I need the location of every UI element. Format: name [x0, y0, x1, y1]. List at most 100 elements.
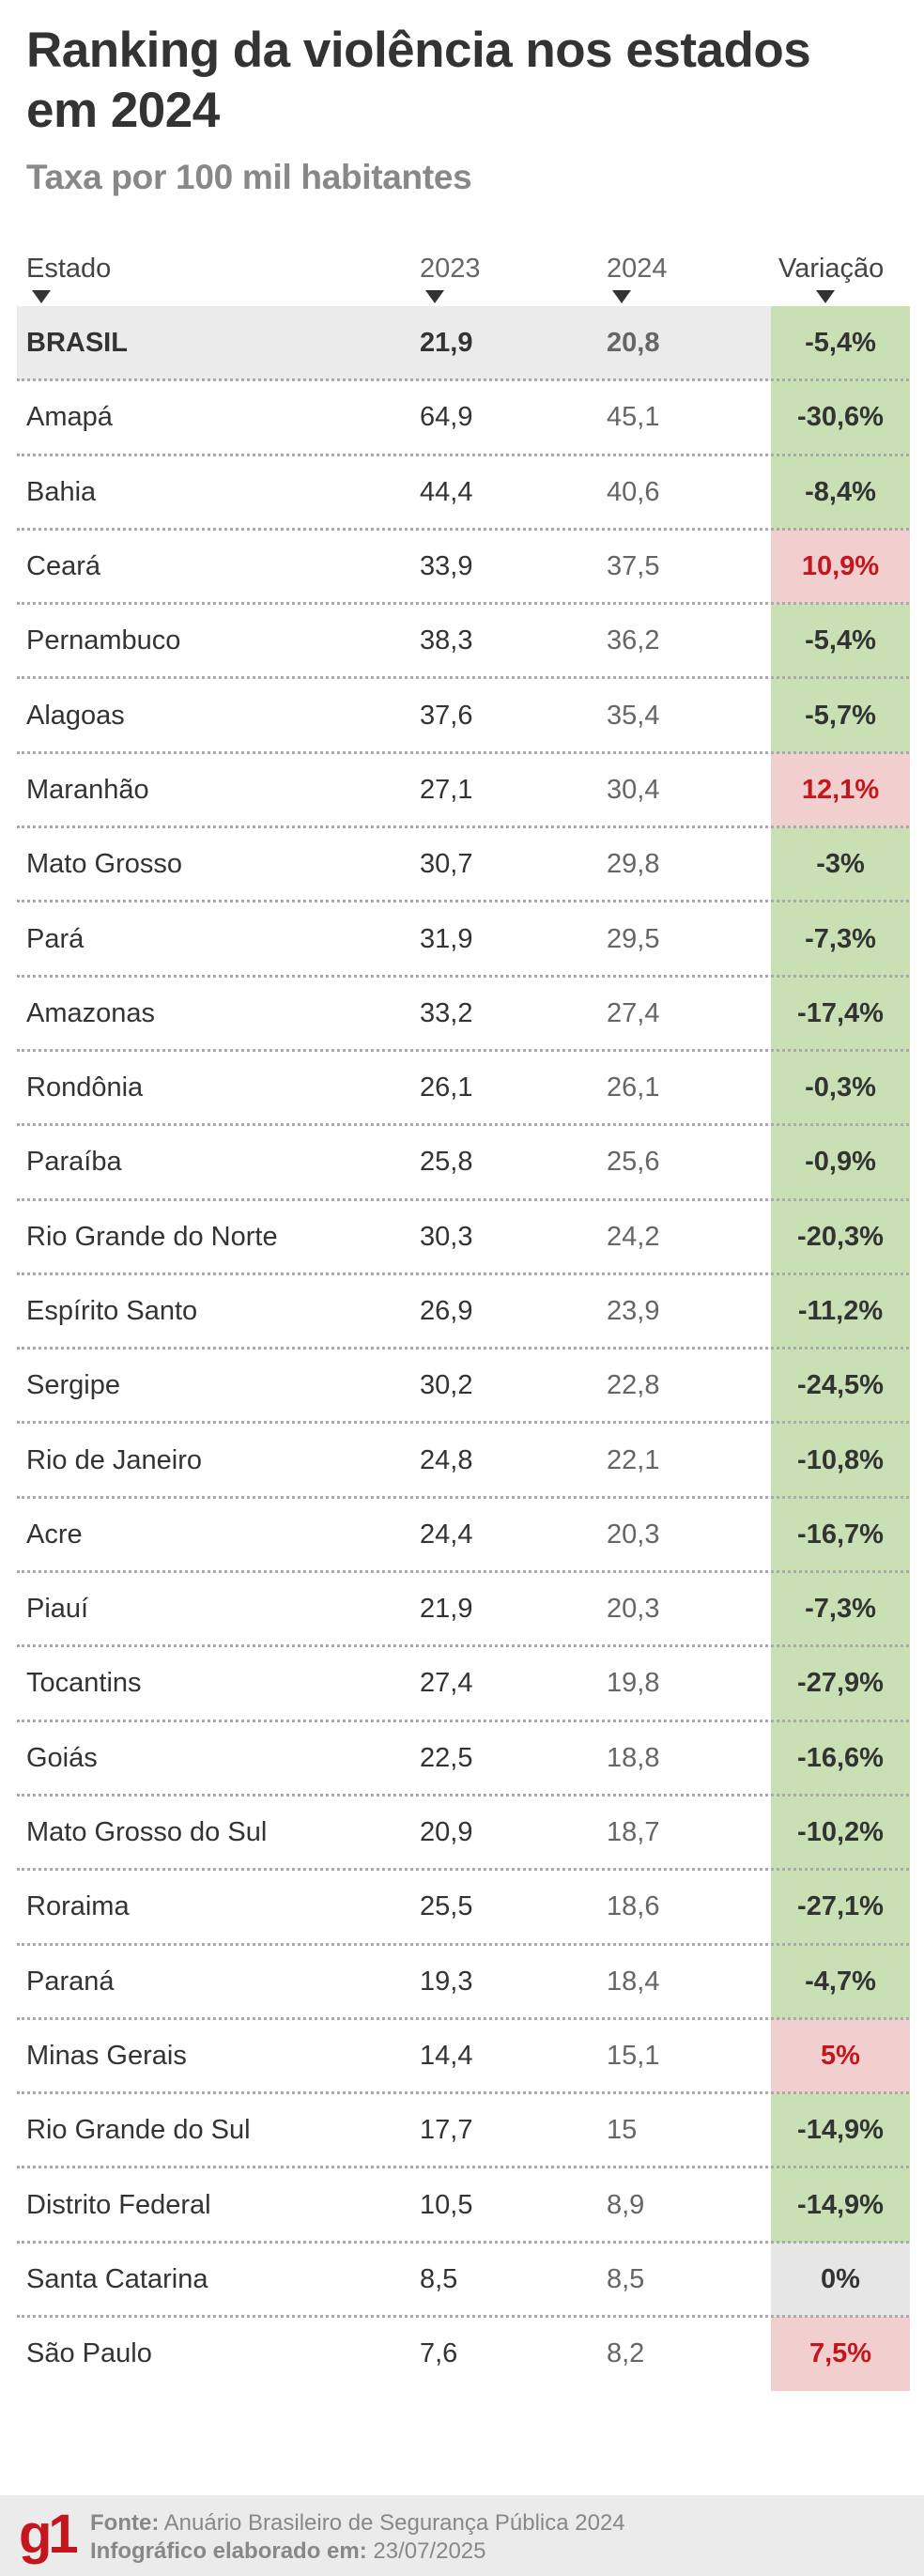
table-row: Mato Grosso do Sul 20,9 18,7 -10,2% — [17, 1795, 910, 1872]
state-name: Mato Grosso — [26, 849, 182, 880]
variation-badge: -30,6% — [771, 380, 910, 455]
rate-2024: 8,2 — [607, 2338, 645, 2369]
table-row: Rio de Janeiro 24,8 22,1 -10,8% — [17, 1423, 910, 1499]
table-row: Amazonas 33,2 27,4 -17,4% — [17, 976, 910, 1052]
state-name: Pernambuco — [26, 625, 181, 656]
rate-2023: 24,4 — [420, 1519, 473, 1550]
row-divider — [17, 1123, 909, 1127]
column-header-variacao[interactable]: Variação — [778, 254, 884, 303]
row-divider — [17, 1272, 909, 1275]
table-row: Rio Grande do Sul 17,7 15 -14,9% — [17, 2093, 910, 2169]
rate-2023: 26,1 — [420, 1072, 473, 1103]
state-name: Minas Gerais — [26, 2040, 187, 2071]
variation-badge: 7,5% — [771, 2317, 910, 2392]
g1-logo: g1 — [19, 2504, 79, 2565]
rate-2024: 26,1 — [607, 1072, 660, 1103]
rate-2023: 22,5 — [420, 1742, 473, 1773]
row-divider — [17, 974, 909, 978]
row-divider — [17, 1495, 909, 1499]
table-row: Paraná 19,3 18,4 -4,7% — [17, 1944, 910, 2020]
variation-badge: 5% — [771, 2018, 910, 2094]
sort-arrow-icon — [425, 290, 444, 303]
sort-arrow-icon — [612, 290, 631, 303]
footer: g1 Fonte: Anuário Brasileiro de Seguranç… — [0, 2495, 924, 2576]
rate-2023: 7,6 — [420, 2338, 458, 2369]
row-divider — [17, 453, 909, 456]
variation-badge: 0% — [771, 2242, 910, 2318]
sort-arrow-icon — [816, 290, 835, 303]
rate-2023: 25,8 — [420, 1147, 473, 1178]
rate-2024: 25,6 — [607, 1147, 660, 1178]
page-subtitle: Taxa por 100 mil habitantes — [26, 158, 472, 196]
variation-badge: -5,7% — [771, 678, 910, 753]
rate-2023: 19,3 — [420, 1966, 473, 1997]
rate-2024: 29,5 — [607, 923, 660, 954]
table-row: Minas Gerais 14,4 15,1 5% — [17, 2018, 910, 2095]
table-row: Bahia 44,4 40,6 -8,4% — [17, 455, 910, 531]
table-row: Tocantins 27,4 19,8 -27,9% — [17, 1646, 910, 1722]
column-header-2023[interactable]: 2023 — [420, 254, 481, 303]
row-divider — [17, 1644, 909, 1648]
date-label: Infográfico elaborado em: — [90, 2538, 367, 2564]
rate-2024: 22,1 — [607, 1444, 660, 1475]
row-divider — [17, 1719, 909, 1722]
row-divider — [17, 1197, 909, 1201]
rate-2024: 24,2 — [607, 1221, 660, 1252]
state-name: Alagoas — [26, 700, 125, 731]
variation-badge: -16,7% — [771, 1497, 910, 1573]
state-name: Acre — [26, 1519, 83, 1550]
table-row: Sergipe 30,2 22,8 -24,5% — [17, 1349, 910, 1425]
rate-2024: 20,3 — [607, 1594, 660, 1625]
rate-2024: 20,3 — [607, 1519, 660, 1550]
column-header-estado[interactable]: Estado — [26, 254, 111, 303]
variation-badge: -10,2% — [771, 1795, 910, 1871]
rate-2023: 30,2 — [420, 1370, 473, 1401]
column-header-2024[interactable]: 2024 — [607, 254, 668, 303]
variation-badge: -0,3% — [771, 1050, 910, 1126]
row-divider — [17, 2315, 909, 2319]
rate-2024: 18,4 — [607, 1966, 660, 1997]
rate-2023: 31,9 — [420, 923, 473, 954]
rate-2023: 20,9 — [420, 1817, 473, 1848]
table-row: Acre 24,4 20,3 -16,7% — [17, 1497, 910, 1574]
column-header-label: Estado — [26, 254, 112, 284]
rate-2023: 21,9 — [420, 328, 473, 359]
variation-badge: -7,3% — [771, 1572, 910, 1647]
state-name: Amapá — [26, 402, 113, 433]
variation-badge: -8,4% — [771, 455, 910, 530]
source-line: Fonte: Anuário Brasileiro de Segurança P… — [90, 2510, 625, 2537]
date-text: 23/07/2025 — [373, 2538, 486, 2564]
row-divider — [17, 825, 909, 829]
rate-2023: 10,5 — [420, 2189, 473, 2220]
table-row: Pernambuco 38,3 36,2 -5,4% — [17, 604, 910, 680]
table-row: Roraima 25,5 18,6 -27,1% — [17, 1870, 910, 1946]
row-divider — [17, 750, 909, 754]
variation-badge: -4,7% — [771, 1944, 910, 2019]
rate-2023: 37,6 — [420, 700, 473, 731]
source-text: Anuário Brasileiro de Segurança Pública … — [163, 2510, 625, 2536]
state-name: São Paulo — [26, 2338, 152, 2369]
row-divider — [17, 1570, 909, 1574]
state-name: Ceará — [26, 551, 100, 582]
column-header-label: 2024 — [607, 254, 668, 284]
rate-2024: 27,4 — [607, 997, 660, 1028]
table-row: Goiás 22,5 18,8 -16,6% — [17, 1720, 910, 1797]
row-divider — [17, 602, 909, 606]
table-row: Paraíba 25,8 25,6 -0,9% — [17, 1125, 910, 1201]
rate-2023: 33,2 — [420, 997, 473, 1028]
rate-2023: 27,4 — [420, 1668, 473, 1699]
table-row: Piauí 21,9 20,3 -7,3% — [17, 1572, 910, 1648]
rate-2024: 19,8 — [607, 1668, 660, 1699]
rate-2023: 38,3 — [420, 625, 473, 656]
rate-2024: 18,6 — [607, 1891, 660, 1922]
rate-2024: 35,4 — [607, 700, 660, 731]
table-row: Distrito Federal 10,5 8,9 -14,9% — [17, 2167, 910, 2244]
state-name: Bahia — [26, 476, 97, 507]
rate-2023: 30,3 — [420, 1221, 473, 1252]
state-name: BRASIL — [26, 328, 128, 359]
page-title: Ranking da violência nos estados em 2024 — [26, 23, 811, 138]
rate-2024: 22,8 — [607, 1370, 660, 1401]
variation-badge: -10,8% — [771, 1423, 910, 1498]
rate-2024: 8,9 — [607, 2189, 645, 2220]
rate-2023: 44,4 — [420, 476, 473, 507]
